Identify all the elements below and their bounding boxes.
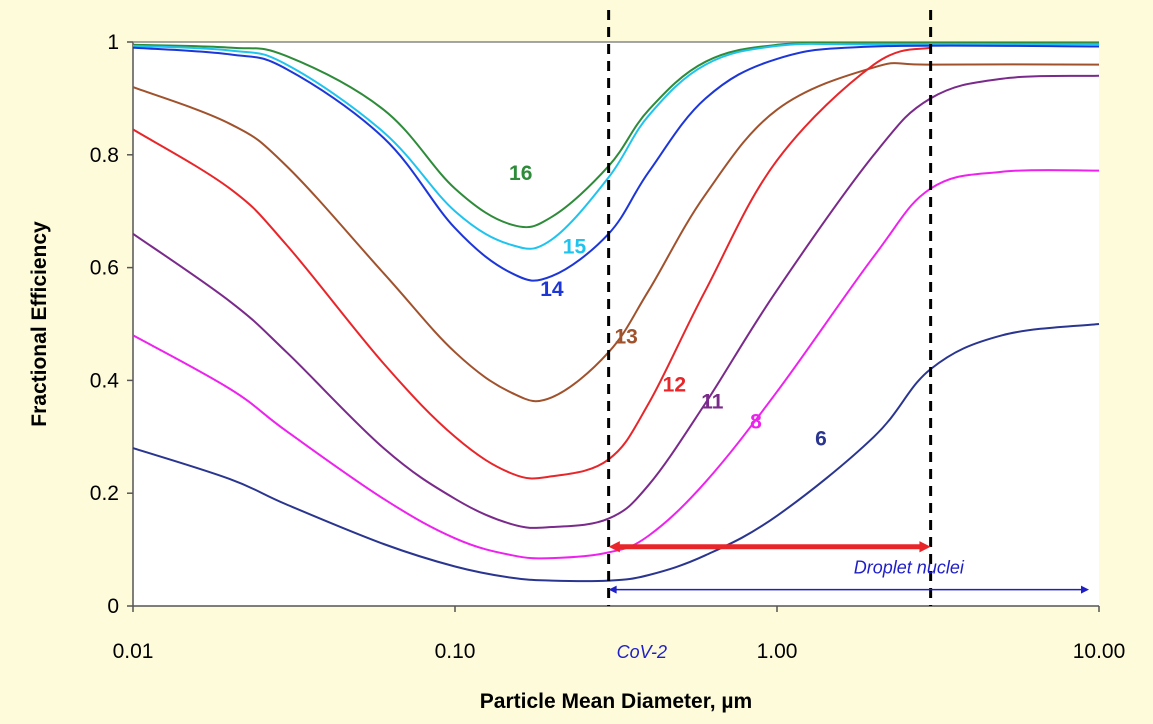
- series-line-14: [132, 44, 1100, 282]
- y-tick-label: 0.8: [90, 144, 119, 167]
- x-tick-label: 10.00: [1073, 640, 1126, 663]
- y-axis-title: Fractional Efficiency: [28, 221, 51, 427]
- y-tick-label: 0: [107, 595, 119, 618]
- cov2-arrow-head-left: [608, 541, 620, 553]
- droplet-nuclei-arrow-head-right: [1081, 585, 1089, 594]
- series-line-13: [132, 62, 1100, 403]
- series-line-16: [132, 41, 1100, 229]
- series-labels: 16 15 14 13 12 11 8 6: [509, 162, 827, 450]
- y-tick-label: 0.6: [90, 257, 119, 280]
- plot-area: [133, 42, 1099, 606]
- series-label-12: 12: [663, 374, 686, 397]
- x-axis-title: Particle Mean Diameter, µm: [480, 690, 752, 713]
- y-ticks: 0 0.2 0.4 0.6 0.8 1: [90, 31, 133, 618]
- series-line-15: [132, 42, 1100, 250]
- droplet-nuclei-label: Droplet nuclei: [854, 558, 965, 578]
- x-ticks: 0.01 0.10 1.00 10.00: [113, 606, 1126, 663]
- series-line-6: [132, 323, 1100, 583]
- y-tick-label: 0.4: [90, 369, 120, 392]
- series-label-8: 8: [750, 410, 762, 433]
- annotations: CoV-2 Droplet nuclei: [607, 10, 1089, 662]
- y-tick-label: 0.2: [90, 482, 119, 505]
- droplet-nuclei-arrow-head-left: [608, 585, 617, 594]
- series-label-14: 14: [540, 278, 564, 301]
- x-tick-label: 0.01: [113, 640, 154, 663]
- series-line-11: [132, 74, 1100, 529]
- series-label-15: 15: [563, 236, 587, 259]
- series-label-11: 11: [701, 391, 724, 414]
- series-label-13: 13: [614, 326, 637, 349]
- x-tick-label: 0.10: [435, 640, 476, 663]
- cov2-arrow-head-right: [919, 541, 931, 553]
- series-label-6: 6: [815, 427, 827, 450]
- y-tick-label: 1: [107, 31, 119, 54]
- series-label-16: 16: [509, 162, 532, 185]
- cov2-label: CoV-2: [617, 642, 667, 662]
- x-tick-label: 1.00: [757, 640, 798, 663]
- series-line-12: [132, 46, 931, 480]
